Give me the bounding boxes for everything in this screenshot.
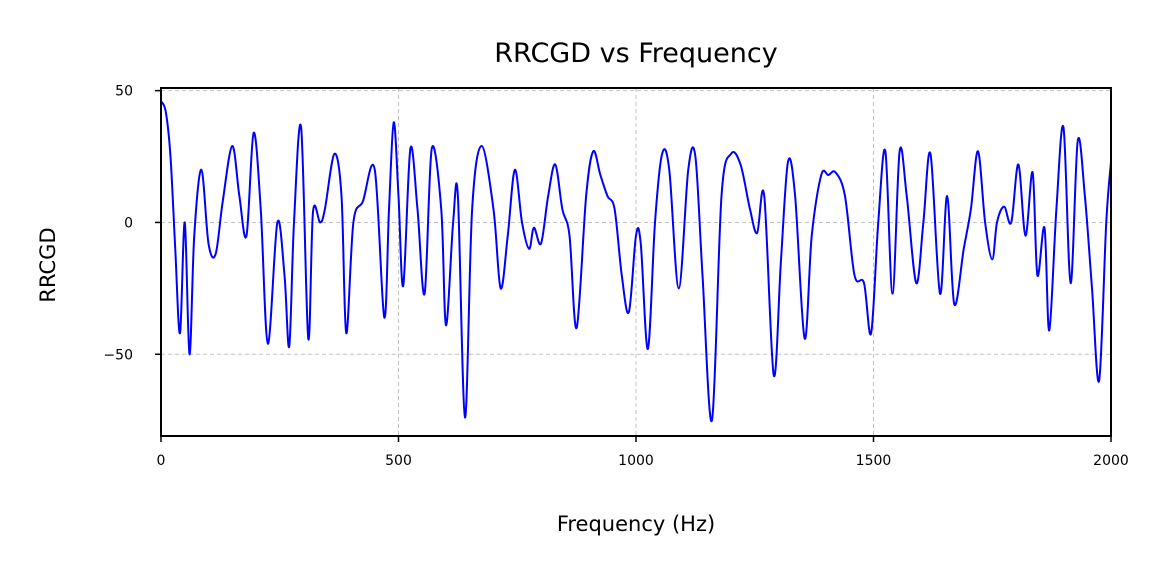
data-series [160,100,1112,423]
y-axis-label: RRCGD [36,227,60,302]
grid-lines [160,88,1112,436]
y-tick-label: 50 [115,84,133,100]
x-tick-label: 500 [385,453,412,469]
x-tick-label: 1000 [618,453,654,469]
x-tick-label: 2000 [1093,453,1129,469]
chart-title: RRCGD vs Frequency [494,38,777,69]
y-tick-label: −50 [103,347,133,363]
x-tick-label: 1500 [856,453,892,469]
rrcgd-series-line [160,100,1112,423]
x-axis-label: Frequency (Hz) [557,512,715,536]
y-tick-label: 0 [124,215,133,231]
plot-area-frame [160,87,1112,437]
x-tick-label: 0 [157,453,166,469]
